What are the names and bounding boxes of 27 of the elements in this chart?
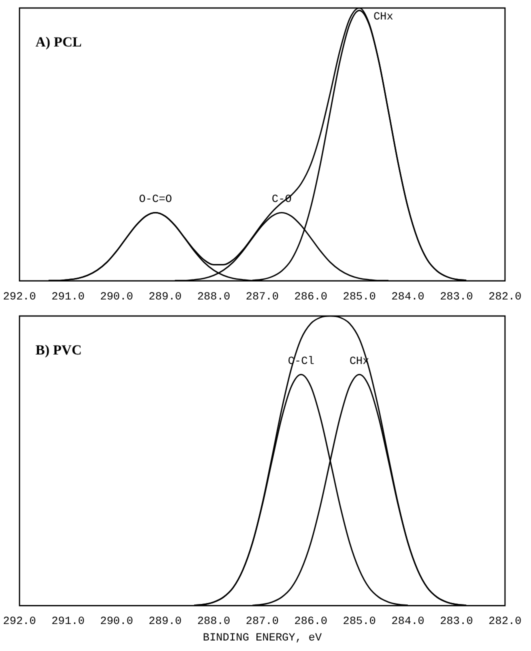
x-tick-label: 286.0 <box>294 291 328 304</box>
x-tick-label: 291.0 <box>52 291 85 304</box>
x-tick-label: 284.0 <box>391 616 424 628</box>
x-tick-label: 288.0 <box>197 291 230 304</box>
x-tick-label: 287.0 <box>246 616 279 628</box>
x-tick-label: 292.0 <box>2 291 36 304</box>
series-label: O-C=O <box>138 194 172 206</box>
x-tick-label: 290.0 <box>100 291 134 304</box>
x-tick-label: 289.0 <box>148 616 182 628</box>
x-tick-label: 287.0 <box>246 291 279 304</box>
x-tick-label: 291.0 <box>52 616 85 628</box>
x-tick-label: 285.0 <box>342 291 376 304</box>
x-tick-label: 283.0 <box>440 291 473 304</box>
x-tick-label: 285.0 <box>342 616 376 628</box>
x-tick-label: 283.0 <box>440 616 473 628</box>
x-tick-label: 289.0 <box>148 291 182 304</box>
x-axis-title: BINDING ENERGY, eV <box>202 632 322 644</box>
text: B) PVC <box>36 344 82 359</box>
x-tick-label: 290.0 <box>100 616 134 628</box>
x-tick-label: 286.0 <box>294 616 328 628</box>
text: A) PCL <box>36 36 82 51</box>
x-tick-label: 288.0 <box>197 616 230 628</box>
x-tick-label: 282.0 <box>488 291 522 304</box>
series-label: CHx <box>373 11 394 24</box>
x-tick-label: 284.0 <box>391 291 424 304</box>
x-tick-label: 292.0 <box>2 616 36 628</box>
x-tick-label: 282.0 <box>488 616 522 628</box>
